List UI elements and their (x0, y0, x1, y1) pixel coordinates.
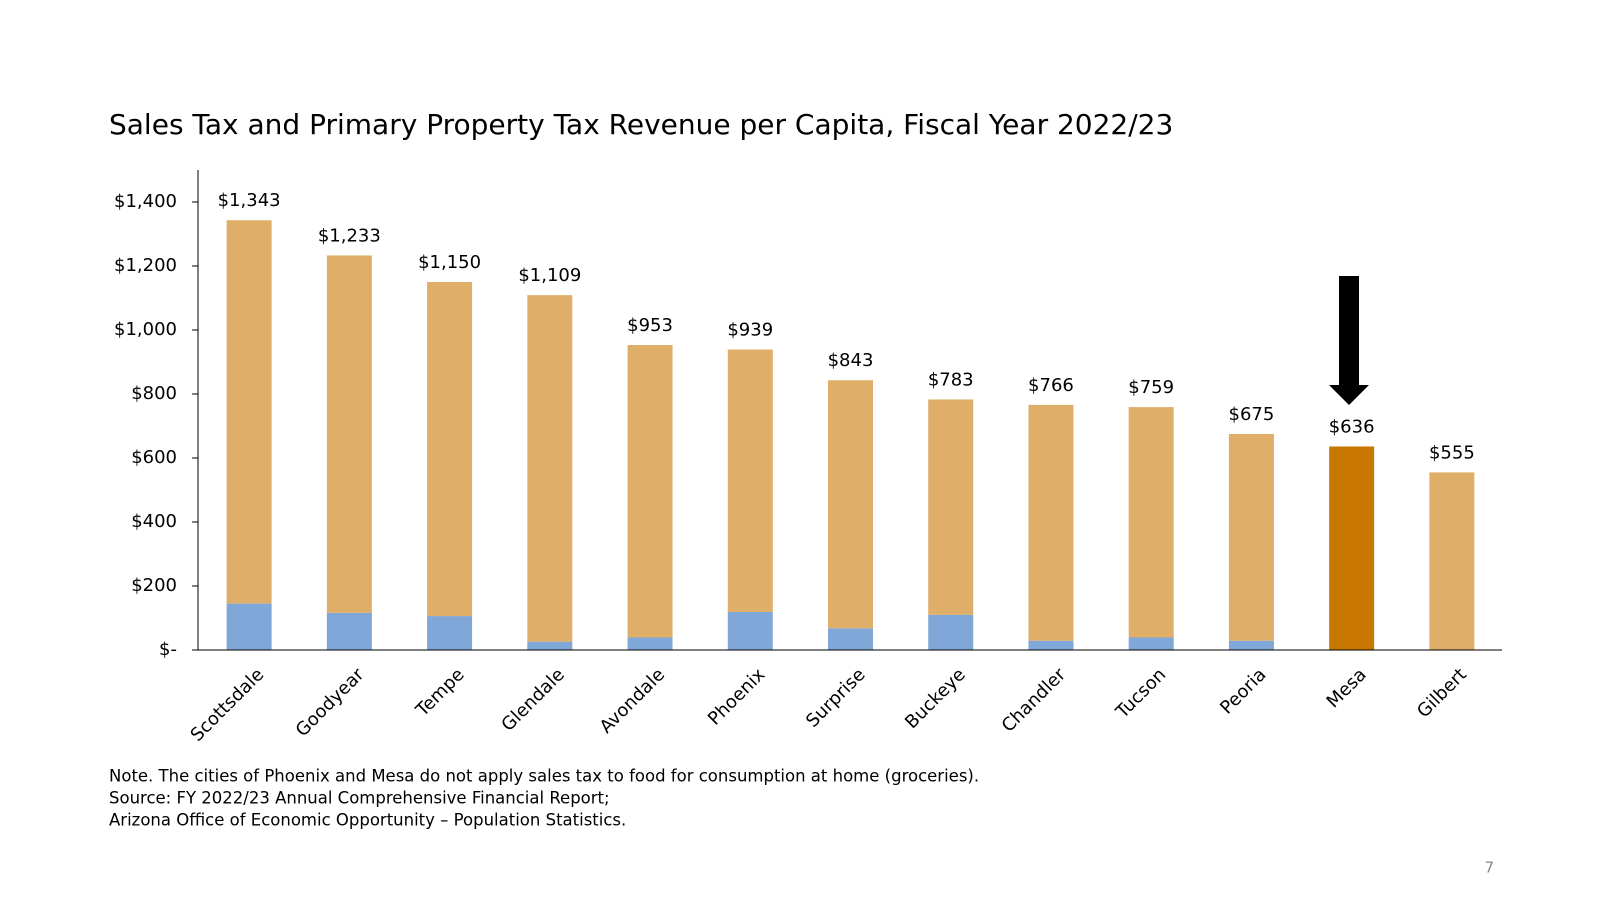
x-tick-label: Goodyear (292, 664, 369, 741)
bar-segment (1228, 434, 1274, 641)
y-tick-label: $1,400 (114, 191, 177, 212)
value-label: $675 (1229, 404, 1275, 425)
note: Source: FY 2022/23 Annual Comprehensive … (109, 789, 610, 808)
bar-segment (1128, 637, 1174, 650)
value-label: $1,109 (518, 265, 581, 286)
y-tick-label: $800 (131, 383, 177, 404)
y-tick-label: $- (159, 639, 177, 660)
x-tick-label: Surprise (802, 664, 870, 732)
x-tick-label: Tucson (1111, 664, 1170, 723)
bar-segment (1228, 640, 1274, 650)
value-label: $843 (828, 350, 874, 371)
value-label: $939 (727, 320, 773, 341)
value-label: $766 (1028, 375, 1074, 396)
bar-segment (727, 611, 773, 650)
x-tick-label: Chandler (998, 664, 1071, 737)
y-tick-label: $600 (131, 447, 177, 468)
bar-segment (427, 616, 473, 650)
bar-segment (1028, 640, 1074, 650)
x-tick-label: Gilbert (1413, 664, 1471, 722)
value-label: $953 (627, 315, 673, 336)
x-tick-label: Mesa (1323, 664, 1371, 712)
bar-segment (326, 612, 372, 650)
bar-segment (928, 399, 974, 615)
x-tick-label: Glendale (497, 664, 568, 735)
bar-segment (326, 255, 372, 613)
value-label: $783 (928, 369, 974, 390)
x-tick-label: Avondale (596, 664, 669, 737)
y-tick-label: $400 (131, 511, 177, 532)
bar-segment (828, 628, 873, 650)
bar-segment (627, 637, 673, 650)
note: Note. The cities of Phoenix and Mesa do … (109, 767, 979, 786)
arrow (1329, 276, 1369, 405)
y-tick-label: $1,000 (114, 319, 177, 340)
arrow-shaft (1339, 276, 1359, 386)
value-label: $555 (1429, 442, 1475, 463)
value-label: $1,343 (218, 190, 281, 211)
bar-segment (226, 220, 272, 604)
bar-segment (226, 603, 272, 650)
y-tick-label: $200 (131, 575, 177, 596)
bar-segment (727, 349, 773, 612)
x-tick-label: Peoria (1216, 664, 1270, 718)
arrow-head (1329, 385, 1369, 405)
x-tick-label: Tempe (411, 664, 468, 721)
bar-segment (527, 641, 573, 650)
value-label: $759 (1128, 377, 1174, 398)
bar-segment (828, 380, 873, 629)
bar-segment (1329, 446, 1375, 650)
page-number: 7 (1484, 859, 1494, 877)
bar-segment (627, 345, 673, 638)
x-tick-label: Scottsdale (187, 664, 269, 746)
y-tick-label: $1,200 (114, 255, 177, 276)
bar-segment (1128, 407, 1174, 638)
x-tick-label: Phoenix (704, 664, 770, 730)
note: Arizona Office of Economic Opportunity –… (109, 811, 626, 830)
value-label: $1,233 (318, 225, 381, 246)
value-label: $1,150 (418, 252, 481, 273)
value-label: $636 (1329, 416, 1375, 437)
bar-segment (1028, 404, 1074, 641)
bar-segment (1429, 472, 1475, 650)
x-tick-label: Buckeye (901, 664, 970, 733)
bar-segment (928, 614, 974, 650)
bar-segment (427, 282, 473, 617)
chart-title: Sales Tax and Primary Property Tax Reven… (109, 108, 1173, 141)
bar-segment (527, 295, 573, 642)
